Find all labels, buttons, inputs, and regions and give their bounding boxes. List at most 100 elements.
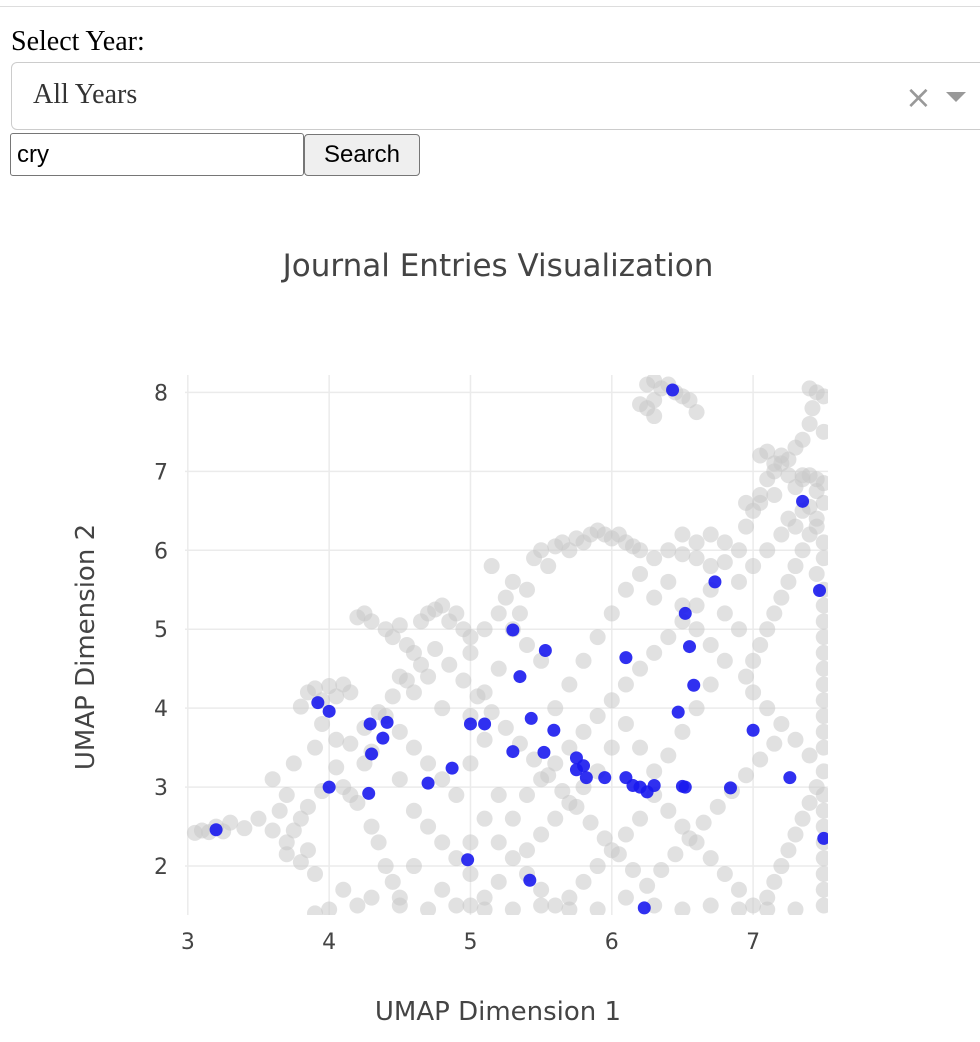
data-point[interactable] <box>448 897 465 914</box>
data-point[interactable] <box>787 518 804 535</box>
highlighted-data-point[interactable] <box>723 781 737 795</box>
data-point[interactable] <box>646 589 663 606</box>
data-point[interactable] <box>307 739 324 756</box>
data-point[interactable] <box>603 739 620 756</box>
data-point[interactable] <box>801 794 818 811</box>
data-point[interactable] <box>759 542 776 559</box>
data-point[interactable] <box>787 558 804 575</box>
highlighted-data-point[interactable] <box>687 678 701 692</box>
highlighted-data-point[interactable] <box>708 575 722 589</box>
data-point[interactable] <box>561 739 578 756</box>
data-point[interactable] <box>547 700 564 717</box>
data-point[interactable] <box>766 735 783 752</box>
data-point[interactable] <box>469 688 486 705</box>
data-point[interactable] <box>384 629 401 646</box>
data-point[interactable] <box>278 834 295 851</box>
highlighted-data-point[interactable] <box>506 623 520 637</box>
data-point[interactable] <box>398 672 415 689</box>
data-point[interactable] <box>681 830 698 847</box>
data-point[interactable] <box>815 388 832 405</box>
highlighted-data-point[interactable] <box>322 704 336 718</box>
highlighted-data-point[interactable] <box>365 747 379 761</box>
data-point[interactable] <box>547 810 564 827</box>
data-point[interactable] <box>285 822 302 839</box>
highlighted-data-point[interactable] <box>523 873 537 887</box>
data-point[interactable] <box>497 719 514 736</box>
data-point[interactable] <box>660 629 677 646</box>
data-point[interactable] <box>709 798 726 815</box>
data-point[interactable] <box>610 846 627 863</box>
data-point[interactable] <box>603 605 620 622</box>
data-point[interactable] <box>759 621 776 638</box>
data-point[interactable] <box>434 881 451 898</box>
data-point[interactable] <box>688 550 705 567</box>
data-point[interactable] <box>674 901 691 917</box>
data-point[interactable] <box>497 589 514 606</box>
data-point[interactable] <box>766 455 783 472</box>
data-point[interactable] <box>660 573 677 590</box>
data-point[interactable] <box>646 644 663 661</box>
data-point[interactable] <box>801 415 818 432</box>
data-point[interactable] <box>759 443 776 460</box>
data-point[interactable] <box>264 771 281 788</box>
highlighted-data-point[interactable] <box>579 771 593 785</box>
data-point[interactable] <box>575 873 592 890</box>
data-point[interactable] <box>815 660 832 677</box>
data-point[interactable] <box>808 483 825 500</box>
data-point[interactable] <box>815 423 832 440</box>
data-point[interactable] <box>483 704 500 721</box>
data-point[interactable] <box>434 597 451 614</box>
data-point[interactable] <box>815 494 832 511</box>
data-point[interactable] <box>716 554 733 571</box>
data-point[interactable] <box>547 897 564 914</box>
highlighted-data-point[interactable] <box>678 780 692 794</box>
data-point[interactable] <box>582 814 599 831</box>
data-point[interactable] <box>250 810 267 827</box>
data-point[interactable] <box>815 865 832 882</box>
data-point[interactable] <box>716 652 733 669</box>
highlighted-data-point[interactable] <box>537 745 551 759</box>
data-point[interactable] <box>328 759 345 776</box>
data-point[interactable] <box>815 818 832 835</box>
data-point[interactable] <box>533 897 550 914</box>
data-point[interactable] <box>533 881 550 898</box>
highlighted-data-point[interactable] <box>647 779 661 793</box>
highlighted-data-point[interactable] <box>461 853 475 867</box>
data-point[interactable] <box>307 905 324 921</box>
search-input[interactable] <box>10 133 304 176</box>
data-point[interactable] <box>674 526 691 543</box>
data-point[interactable] <box>815 787 832 803</box>
data-point[interactable] <box>434 834 451 851</box>
highlighted-data-point[interactable] <box>463 717 477 731</box>
data-point[interactable] <box>504 850 521 867</box>
data-point[interactable] <box>738 494 755 511</box>
highlighted-data-point[interactable] <box>362 786 376 800</box>
highlighted-data-point[interactable] <box>376 731 390 745</box>
data-point[interactable] <box>745 684 762 701</box>
highlighted-data-point[interactable] <box>683 640 697 654</box>
data-point[interactable] <box>815 763 832 780</box>
highlighted-data-point[interactable] <box>380 715 394 729</box>
highlighted-data-point[interactable] <box>813 584 827 598</box>
data-point[interactable] <box>617 715 634 732</box>
data-point[interactable] <box>349 794 366 811</box>
data-point[interactable] <box>278 787 295 803</box>
data-point[interactable] <box>405 739 422 756</box>
data-point[interactable] <box>540 558 557 575</box>
data-point[interactable] <box>632 660 649 677</box>
data-point[interactable] <box>575 652 592 669</box>
data-point[interactable] <box>405 684 422 701</box>
data-point[interactable] <box>363 613 380 630</box>
data-point[interactable] <box>617 826 634 843</box>
data-point[interactable] <box>384 688 401 705</box>
data-point[interactable] <box>632 396 649 413</box>
data-point[interactable] <box>384 873 401 890</box>
data-point[interactable] <box>462 834 479 851</box>
data-point[interactable] <box>391 723 408 740</box>
data-point[interactable] <box>490 660 507 677</box>
data-point[interactable] <box>632 810 649 827</box>
data-point[interactable] <box>794 810 811 827</box>
data-point[interactable] <box>632 739 649 756</box>
data-point[interactable] <box>441 656 458 673</box>
highlighted-data-point[interactable] <box>506 745 520 759</box>
